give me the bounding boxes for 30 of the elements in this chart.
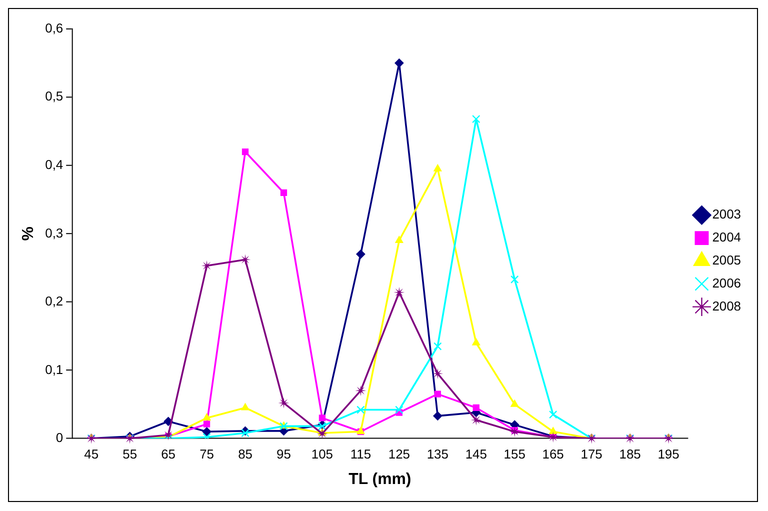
x-tick-label: 125 <box>388 446 410 462</box>
legend-label: 2008 <box>712 298 741 314</box>
legend-label: 2005 <box>712 252 741 268</box>
x-tick-label: 95 <box>276 446 291 462</box>
y-tick-label: 0 <box>56 430 64 446</box>
x-tick-label: 115 <box>350 446 372 462</box>
x-tick-label: 195 <box>658 446 680 462</box>
x-tick-label: 85 <box>238 446 252 462</box>
x-tick-label: 165 <box>542 446 564 462</box>
y-tick-label: 0,6 <box>45 20 64 36</box>
x-tick-label: 105 <box>311 446 334 462</box>
x-tick-label: 175 <box>580 446 602 462</box>
x-tick-label: 55 <box>122 446 138 462</box>
x-tick-label: 155 <box>504 446 526 462</box>
x-axis-title: TL (mm) <box>348 470 412 488</box>
x-tick-label: 65 <box>161 446 176 462</box>
legend-label: 2003 <box>712 206 741 222</box>
y-axis-title: % <box>20 226 37 241</box>
legend-label: 2006 <box>712 275 741 290</box>
y-tick-label: 0,2 <box>45 294 64 309</box>
x-tick-label: 145 <box>465 446 487 462</box>
y-tick-label: 0,3 <box>45 225 64 240</box>
legend-label: 2004 <box>712 230 741 245</box>
y-tick-label: 0,4 <box>45 157 64 172</box>
x-tick-label: 185 <box>619 446 641 462</box>
y-tick-label: 0,5 <box>45 88 64 104</box>
x-tick-label: 75 <box>200 446 214 462</box>
x-tick-label: 45 <box>84 446 99 462</box>
y-tick-label: 0,1 <box>45 362 64 377</box>
x-tick-label: 135 <box>426 446 448 462</box>
